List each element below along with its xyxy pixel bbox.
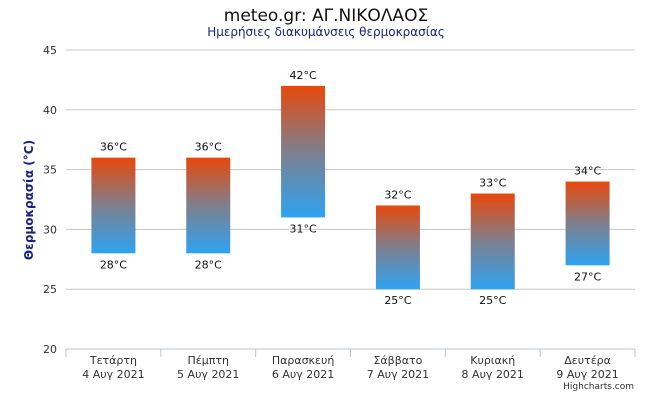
y-axis-label: Θερμοκρασία (°C)	[22, 140, 36, 260]
chart-title: meteo.gr: ΑΓ.ΝΙΚΟΛΑΟΣ	[223, 6, 429, 26]
x-category-date: 4 Αυγ 2021	[82, 368, 144, 381]
high-temp-label: 36°C	[100, 141, 127, 154]
x-category-date: 7 Αυγ 2021	[367, 368, 429, 381]
temperature-range-bar	[470, 193, 515, 290]
chart-subtitle: Ημερήσιες διακυμάνσεις θερμοκρασίας	[207, 25, 445, 39]
low-temp-label: 28°C	[100, 258, 127, 271]
temperature-range-bar	[565, 181, 610, 266]
temperature-range-bar	[281, 85, 326, 218]
x-category-day: Κυριακή	[470, 354, 515, 367]
credit-link[interactable]: Highcharts.com	[563, 382, 634, 392]
low-temp-label: 28°C	[195, 258, 222, 271]
x-category-day: Τετάρτη	[89, 354, 137, 367]
x-category-day: Σάββατο	[373, 354, 422, 367]
high-temp-label: 42°C	[289, 69, 316, 82]
low-temp-label: 25°C	[384, 294, 411, 307]
temperature-range-bar	[91, 157, 136, 254]
y-tick-label: 40	[43, 104, 57, 117]
x-category-day: Πέμπτη	[188, 354, 229, 367]
y-tick-label: 35	[43, 164, 57, 177]
x-category-day: Δευτέρα	[564, 354, 611, 367]
low-temp-label: 31°C	[289, 222, 316, 235]
x-category-date: 5 Αυγ 2021	[177, 368, 239, 381]
x-category-date: 8 Αυγ 2021	[462, 368, 524, 381]
temperature-range-bar	[375, 205, 420, 290]
high-temp-label: 36°C	[195, 141, 222, 154]
temperature-range-bar	[186, 157, 231, 254]
low-temp-label: 27°C	[574, 270, 601, 283]
x-category-date: 6 Αυγ 2021	[272, 368, 334, 381]
x-category-date: 9 Αυγ 2021	[556, 368, 618, 381]
x-category-day: Παρασκευή	[272, 354, 335, 367]
low-temp-label: 25°C	[479, 294, 506, 307]
high-temp-label: 32°C	[384, 188, 411, 201]
high-temp-label: 34°C	[574, 165, 601, 178]
high-temp-label: 33°C	[479, 177, 506, 190]
y-tick-label: 25	[43, 283, 57, 296]
y-tick-label: 20	[43, 343, 57, 356]
y-tick-label: 45	[43, 44, 57, 57]
y-tick-label: 30	[43, 223, 57, 236]
